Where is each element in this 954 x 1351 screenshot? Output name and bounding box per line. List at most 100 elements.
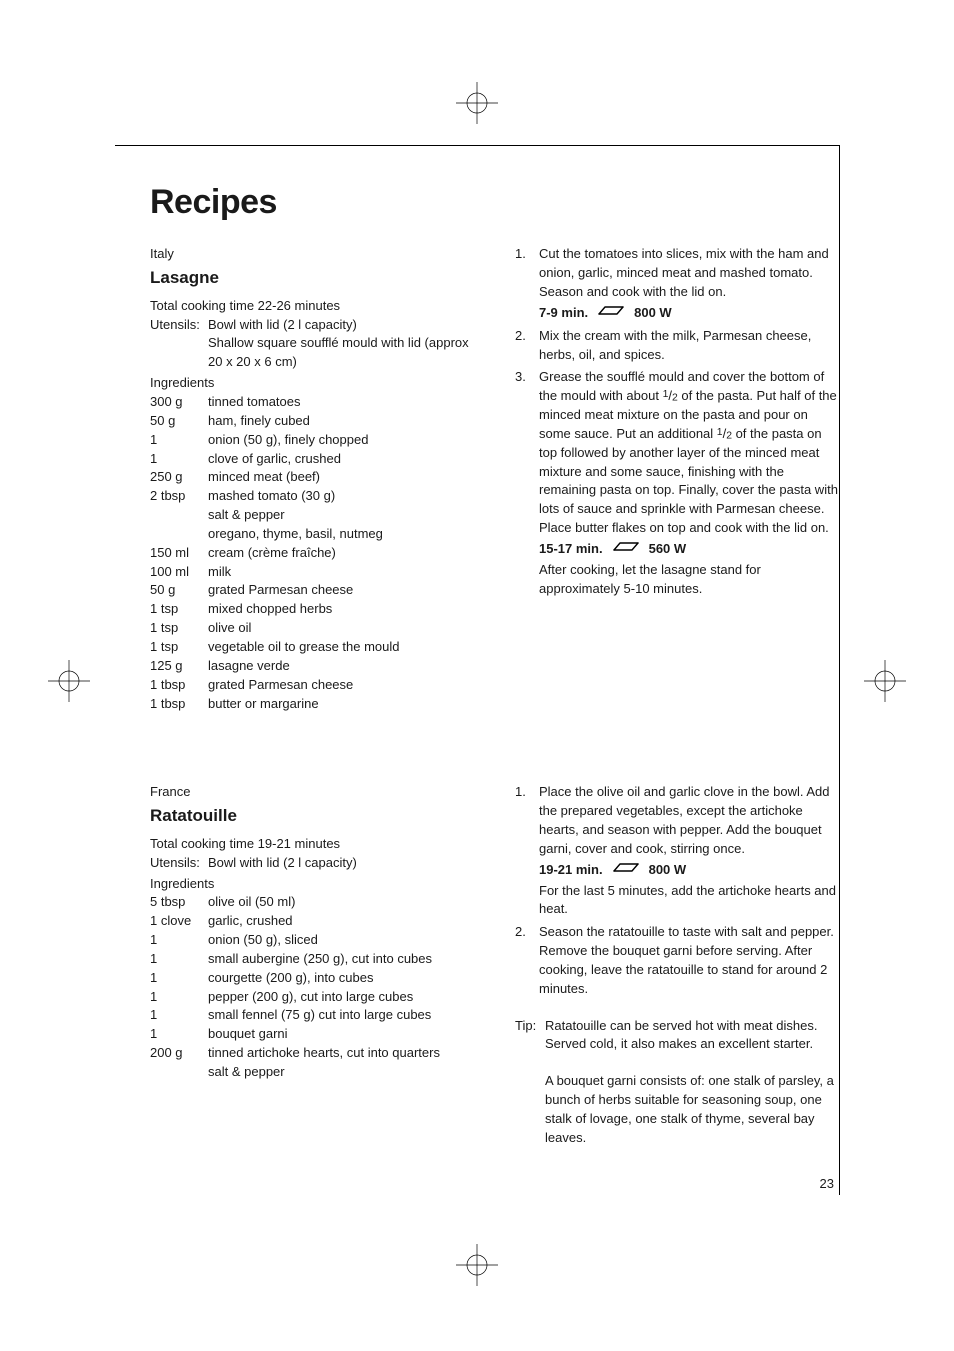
cook-line: 7-9 min.800 W (539, 304, 840, 323)
recipe-country: France (150, 783, 475, 802)
step-after: After cooking, let the lasagne stand for… (539, 561, 840, 599)
ingredient-item: courgette (200 g), into cubes (208, 969, 475, 988)
ingredient-qty: 1 tsp (150, 638, 208, 657)
ingredient-row: 200 gtinned artichoke hearts, cut into q… (150, 1044, 475, 1063)
ingredient-row: 1 clovegarlic, crushed (150, 912, 475, 931)
ingredient-qty (150, 506, 208, 525)
ingredient-row: 1 tspolive oil (150, 619, 475, 638)
ingredient-row: 150 mlcream (crème fraîche) (150, 544, 475, 563)
ingredient-row: salt & pepper (150, 1063, 475, 1082)
utensils-line: Shallow square soufflé mould with lid (a… (208, 334, 475, 372)
ingredient-item: onion (50 g), sliced (208, 931, 475, 950)
ingredient-row: 1 tspvegetable oil to grease the mould (150, 638, 475, 657)
utensils-line: Utensils:Bowl with lid (2 l capacity) (150, 854, 475, 873)
microwave-icon (613, 861, 639, 880)
ingredient-item: salt & pepper (208, 506, 475, 525)
ingredient-item: mixed chopped herbs (208, 600, 475, 619)
ingredient-qty: 1 tbsp (150, 695, 208, 714)
ingredient-row: 50 gham, finely cubed (150, 412, 475, 431)
page-content: Recipes ItalyLasagneTotal cooking time 2… (150, 178, 840, 1218)
ingredient-row: 1small fennel (75 g) cut into large cube… (150, 1006, 475, 1025)
ingredient-qty: 1 clove (150, 912, 208, 931)
step-text: Cut the tomatoes into slices, mix with t… (539, 245, 840, 302)
crop-mark-bottom (456, 1244, 498, 1286)
ingredient-qty (150, 1063, 208, 1082)
ingredient-qty: 1 (150, 931, 208, 950)
ingredient-qty: 300 g (150, 393, 208, 412)
ingredient-row: 1 tbspbutter or margarine (150, 695, 475, 714)
cook-power: 800 W (649, 861, 687, 880)
page-title: Recipes (150, 178, 840, 227)
tip-label: Tip: (515, 1017, 545, 1055)
page-number: 23 (820, 1175, 834, 1194)
ingredient-item: grated Parmesan cheese (208, 676, 475, 695)
ingredients-header: Ingredients (150, 374, 475, 393)
step: Season the ratatouille to taste with sal… (515, 923, 840, 998)
ingredient-row: 1 tspmixed chopped herbs (150, 600, 475, 619)
ingredient-item: grated Parmesan cheese (208, 581, 475, 600)
cook-time: 19-21 min. (539, 861, 603, 880)
ingredient-qty: 250 g (150, 468, 208, 487)
ingredient-item: oregano, thyme, basil, nutmeg (208, 525, 475, 544)
step-text: Grease the soufflé mould and cover the b… (539, 368, 840, 538)
ingredient-row: 250 gminced meat (beef) (150, 468, 475, 487)
ingredient-item: milk (208, 563, 475, 582)
tip-extra: A bouquet garni consists of: one stalk o… (545, 1072, 840, 1147)
steps-list: Cut the tomatoes into slices, mix with t… (515, 245, 840, 598)
ingredient-row: 300 gtinned tomatoes (150, 393, 475, 412)
utensils-text: Bowl with lid (2 l capacity) (208, 854, 475, 873)
cook-time: 15-17 min. (539, 540, 603, 559)
step-text: Mix the cream with the milk, Parmesan ch… (539, 327, 840, 365)
ingredient-qty: 50 g (150, 412, 208, 431)
steps-list: Place the olive oil and garlic clove in … (515, 783, 840, 998)
ingredient-row: 1onion (50 g), sliced (150, 931, 475, 950)
ingredient-item: clove of garlic, crushed (208, 450, 475, 469)
ingredient-row: 1clove of garlic, crushed (150, 450, 475, 469)
ingredient-item: lasagne verde (208, 657, 475, 676)
ingredient-qty: 125 g (150, 657, 208, 676)
ingredient-qty: 50 g (150, 581, 208, 600)
step-text: Place the olive oil and garlic clove in … (539, 783, 840, 858)
recipe-country: Italy (150, 245, 475, 264)
step: Grease the soufflé mould and cover the b… (515, 368, 840, 598)
recipe-left-col: ItalyLasagneTotal cooking time 22-26 min… (150, 245, 475, 713)
recipe-right-col: Cut the tomatoes into slices, mix with t… (515, 245, 840, 713)
ingredient-row: 1 tbspgrated Parmesan cheese (150, 676, 475, 695)
ingredient-qty: 1 tsp (150, 619, 208, 638)
ingredient-item: vegetable oil to grease the mould (208, 638, 475, 657)
microwave-icon (598, 304, 624, 323)
ingredient-item: small fennel (75 g) cut into large cubes (208, 1006, 475, 1025)
ingredients-table: 5 tbspolive oil (50 ml)1 clovegarlic, cr… (150, 893, 475, 1081)
utensils-label: Utensils: (150, 316, 208, 335)
crop-mark-top (456, 82, 498, 124)
step: Cut the tomatoes into slices, mix with t… (515, 245, 840, 322)
total-time: Total cooking time 22-26 minutes (150, 297, 475, 316)
ingredient-row: 2 tbspmashed tomato (30 g) (150, 487, 475, 506)
cook-power: 560 W (649, 540, 687, 559)
step: Place the olive oil and garlic clove in … (515, 783, 840, 919)
ingredient-item: cream (crème fraîche) (208, 544, 475, 563)
tip-text: Ratatouille can be served hot with meat … (545, 1017, 840, 1055)
recipe-left-col: FranceRatatouilleTotal cooking time 19-2… (150, 783, 475, 1147)
step-after: For the last 5 minutes, add the artichok… (539, 882, 840, 920)
ingredient-qty: 1 tbsp (150, 676, 208, 695)
ingredient-item: pepper (200 g), cut into large cubes (208, 988, 475, 1007)
ingredient-qty: 100 ml (150, 563, 208, 582)
recipe: FranceRatatouilleTotal cooking time 19-2… (150, 783, 840, 1147)
ingredient-qty (150, 525, 208, 544)
cook-line: 19-21 min. 800 W (539, 861, 840, 880)
ingredient-item: salt & pepper (208, 1063, 475, 1082)
cook-time: 7-9 min. (539, 304, 588, 323)
ingredients-table: 300 gtinned tomatoes50 gham, finely cube… (150, 393, 475, 713)
step-text: Season the ratatouille to taste with sal… (539, 923, 840, 998)
crop-mark-right (864, 660, 906, 702)
ingredient-row: 1courgette (200 g), into cubes (150, 969, 475, 988)
ingredient-qty: 150 ml (150, 544, 208, 563)
ingredient-qty: 200 g (150, 1044, 208, 1063)
ingredient-item: minced meat (beef) (208, 468, 475, 487)
ingredient-item: mashed tomato (30 g) (208, 487, 475, 506)
ingredient-item: garlic, crushed (208, 912, 475, 931)
ingredient-row: 125 glasagne verde (150, 657, 475, 676)
recipe: ItalyLasagneTotal cooking time 22-26 min… (150, 245, 840, 713)
ingredient-item: small aubergine (250 g), cut into cubes (208, 950, 475, 969)
